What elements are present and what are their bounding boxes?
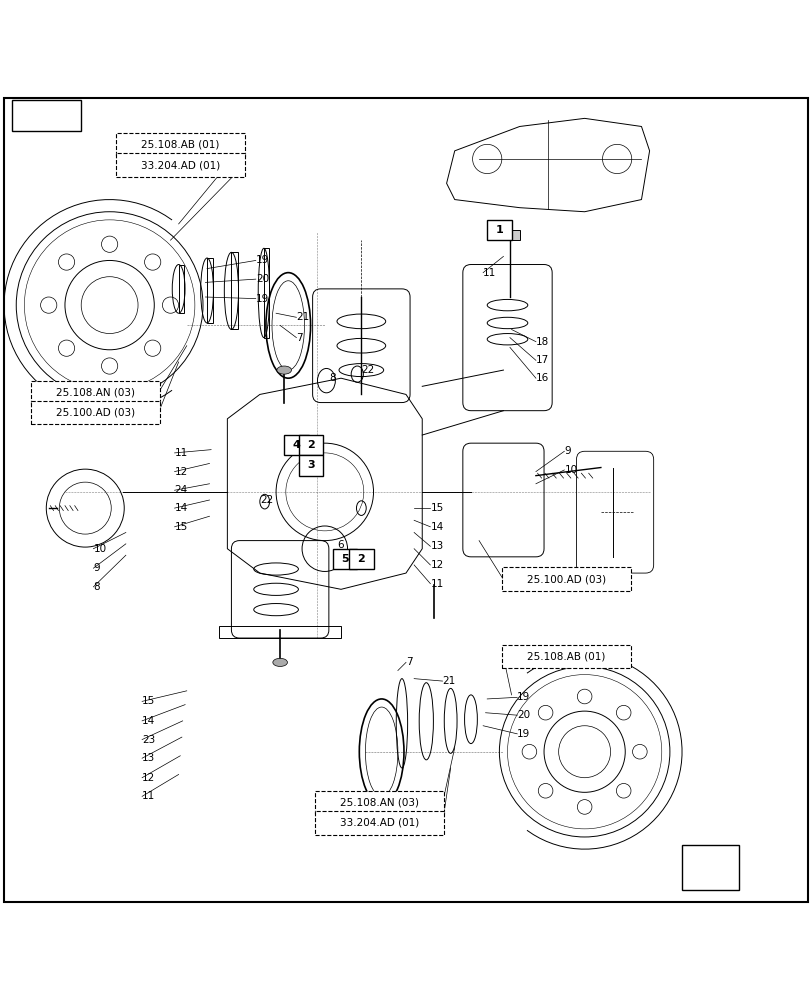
Text: 2: 2 — [307, 440, 315, 450]
Text: 22: 22 — [260, 495, 272, 505]
Text: 20: 20 — [517, 710, 530, 720]
FancyBboxPatch shape — [681, 845, 738, 890]
Bar — [178, 265, 184, 313]
Text: 33.204.AD (01): 33.204.AD (01) — [340, 818, 418, 828]
Ellipse shape — [272, 658, 287, 666]
Text: 11: 11 — [430, 579, 443, 589]
FancyBboxPatch shape — [116, 153, 245, 177]
Text: 12: 12 — [142, 773, 155, 783]
Text: 22: 22 — [361, 365, 374, 375]
Text: 12: 12 — [430, 560, 443, 570]
Text: 9: 9 — [93, 563, 100, 573]
Text: 33.204.AD (01): 33.204.AD (01) — [141, 160, 220, 170]
Text: 13: 13 — [430, 541, 443, 551]
FancyBboxPatch shape — [116, 133, 245, 157]
Bar — [231, 252, 237, 329]
Text: 16: 16 — [535, 373, 548, 383]
Text: 3: 3 — [307, 460, 315, 470]
FancyBboxPatch shape — [31, 381, 160, 404]
Text: 24: 24 — [174, 485, 187, 495]
Text: 8: 8 — [93, 582, 100, 592]
Text: 23: 23 — [142, 735, 155, 745]
Text: 14: 14 — [142, 716, 155, 726]
Text: 10: 10 — [93, 544, 106, 554]
Text: 17: 17 — [535, 355, 548, 365]
Bar — [264, 248, 268, 338]
FancyBboxPatch shape — [501, 567, 630, 591]
Text: 1: 1 — [495, 225, 503, 235]
Text: 18: 18 — [535, 337, 548, 347]
Text: 11: 11 — [142, 791, 155, 801]
Text: 7: 7 — [296, 333, 303, 343]
Text: 9: 9 — [564, 446, 570, 456]
Text: 15: 15 — [174, 522, 187, 532]
Text: 21: 21 — [296, 312, 309, 322]
Text: 21: 21 — [442, 676, 455, 686]
Text: 25.108.AB (01): 25.108.AB (01) — [526, 651, 605, 661]
FancyBboxPatch shape — [284, 435, 308, 455]
Text: 19: 19 — [517, 692, 530, 702]
Text: 12: 12 — [174, 467, 187, 477]
FancyBboxPatch shape — [333, 549, 357, 569]
Polygon shape — [499, 230, 520, 240]
Text: 4: 4 — [292, 440, 300, 450]
Text: 15: 15 — [142, 696, 155, 706]
Text: 11: 11 — [174, 448, 187, 458]
Text: 13: 13 — [142, 753, 155, 763]
FancyBboxPatch shape — [349, 549, 373, 569]
FancyBboxPatch shape — [298, 455, 323, 476]
Text: 14: 14 — [174, 503, 187, 513]
FancyBboxPatch shape — [315, 791, 444, 814]
FancyBboxPatch shape — [298, 435, 323, 455]
Ellipse shape — [277, 366, 291, 374]
Text: 5: 5 — [341, 554, 349, 564]
FancyBboxPatch shape — [31, 401, 160, 424]
Text: 25.100.AD (03): 25.100.AD (03) — [56, 408, 135, 418]
Text: 7: 7 — [406, 657, 412, 667]
Text: 19: 19 — [255, 294, 268, 304]
FancyBboxPatch shape — [12, 100, 81, 131]
Text: 15: 15 — [430, 503, 443, 513]
Text: 11: 11 — [483, 268, 496, 278]
Text: 6: 6 — [337, 540, 343, 550]
Text: 25.100.AD (03): 25.100.AD (03) — [526, 574, 605, 584]
Text: 2: 2 — [357, 554, 365, 564]
FancyBboxPatch shape — [487, 220, 511, 240]
FancyBboxPatch shape — [501, 645, 630, 668]
Text: 14: 14 — [430, 522, 443, 532]
Bar — [207, 258, 212, 323]
Text: 20: 20 — [255, 274, 268, 284]
Text: 19: 19 — [517, 729, 530, 739]
Text: 19: 19 — [255, 255, 268, 265]
Text: 10: 10 — [564, 465, 577, 475]
Text: 25.108.AB (01): 25.108.AB (01) — [141, 140, 220, 150]
Text: 25.108.AN (03): 25.108.AN (03) — [340, 797, 418, 807]
Text: 25.108.AN (03): 25.108.AN (03) — [56, 387, 135, 397]
FancyBboxPatch shape — [315, 811, 444, 835]
Text: 8: 8 — [328, 373, 335, 383]
